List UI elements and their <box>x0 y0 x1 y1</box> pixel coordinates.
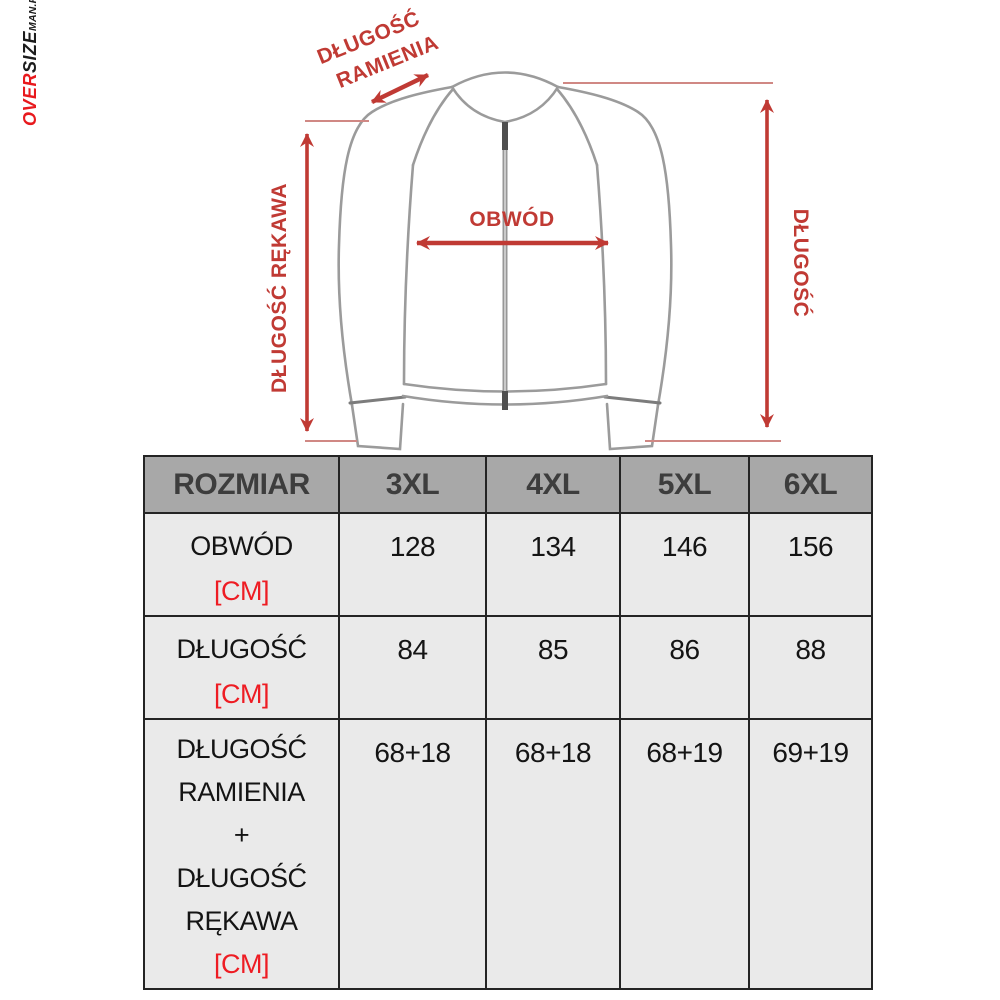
cell-ramie-rekaw-5xl: 68+19 <box>619 718 750 990</box>
sleeve-length-label: DŁUGOŚĆ RĘKAWA <box>267 183 291 393</box>
unit-cm: [CM] <box>214 679 270 709</box>
jacket-outline <box>337 71 673 451</box>
collar-arc <box>450 71 560 89</box>
cell-dlugosc-6xl: 88 <box>748 615 873 720</box>
header-6xl: 6XL <box>748 455 873 514</box>
measurement-marks: DŁUGOŚĆ RAMIENIA DŁUGOŚĆ RĘKAWA OBWÓD DŁ… <box>267 6 813 442</box>
header-3xl: 3XL <box>338 455 487 514</box>
row-label-ramie-rekaw: DŁUGOŚĆ RAMIENIA + DŁUGOŚĆ RĘKAWA [CM] <box>143 718 340 990</box>
jacket-measurement-diagram: DŁUGOŚĆ RAMIENIA DŁUGOŚĆ RĘKAWA OBWÓD DŁ… <box>267 6 813 451</box>
cell-ramie-rekaw-4xl: 68+18 <box>485 718 621 990</box>
unit-cm: [CM] <box>214 576 270 606</box>
table-row-obwod: OBWÓD [CM] 128 134 146 156 <box>143 512 873 617</box>
cell-obwod-5xl: 146 <box>619 512 750 617</box>
row-label-dlugosc: DŁUGOŚĆ [CM] <box>143 615 340 720</box>
left-body-edge <box>402 163 415 386</box>
cell-obwod-6xl: 156 <box>748 512 873 617</box>
right-wrist-seam <box>603 395 662 405</box>
row-label-obwod: OBWÓD [CM] <box>143 512 340 617</box>
header-4xl: 4XL <box>485 455 621 514</box>
size-table: ROZMIAR 3XL 4XL 5XL 6XL OBWÓD [CM] 128 1… <box>143 455 873 990</box>
header-rozmiar: ROZMIAR <box>143 455 340 514</box>
left-wrist-seam <box>348 395 407 405</box>
unit-cm: [CM] <box>214 949 270 979</box>
cell-dlugosc-4xl: 85 <box>485 615 621 720</box>
header-5xl: 5XL <box>619 455 750 514</box>
right-raglan-seam <box>555 87 599 167</box>
right-body-edge <box>595 163 608 386</box>
collar-inner-left <box>450 85 507 124</box>
table-row-ramie-rekaw: DŁUGOŚĆ RAMIENIA + DŁUGOŚĆ RĘKAWA [CM] 6… <box>143 718 873 990</box>
shoulder-length-arrow <box>371 73 429 104</box>
cell-ramie-rekaw-6xl: 69+19 <box>748 718 873 990</box>
cell-obwod-3xl: 128 <box>338 512 487 617</box>
table-row-dlugosc: DŁUGOŚĆ [CM] 84 85 86 88 <box>143 615 873 720</box>
cell-obwod-4xl: 134 <box>485 512 621 617</box>
right-cuff <box>605 402 660 451</box>
garment-length-label: DŁUGOŚĆ <box>789 209 813 318</box>
cell-ramie-rekaw-3xl: 68+18 <box>338 718 487 990</box>
chest-width-label: OBWÓD <box>469 207 554 231</box>
size-table-header-row: ROZMIAR 3XL 4XL 5XL 6XL <box>143 455 873 514</box>
left-cuff <box>350 402 405 451</box>
cell-dlugosc-5xl: 86 <box>619 615 750 720</box>
right-sleeve-outline <box>556 85 673 407</box>
collar-inner-right <box>503 85 560 124</box>
left-raglan-seam <box>411 87 455 167</box>
left-sleeve-outline <box>337 85 454 407</box>
cell-dlugosc-3xl: 84 <box>338 615 487 720</box>
